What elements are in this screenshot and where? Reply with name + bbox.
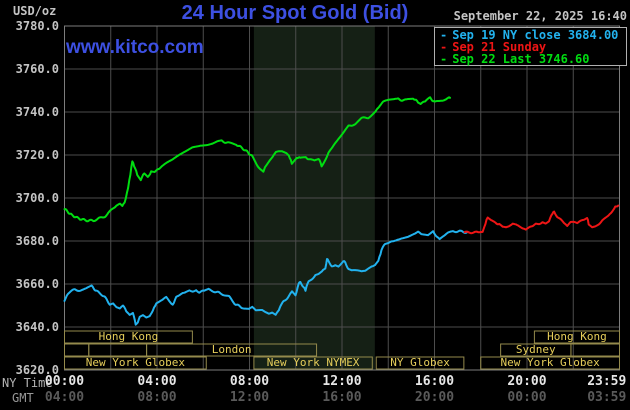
legend-label-sep19: Sep 19 NY close 3684.00 <box>452 28 619 42</box>
x-axis-gmt-tick-label: 08:00 <box>137 390 177 405</box>
legend-marker-sep21-icon: - <box>440 40 448 54</box>
x-axis-ny-tick-label: 04:00 <box>137 374 177 389</box>
price-line-sep-21 <box>463 204 620 235</box>
session-box <box>64 356 207 370</box>
x-axis-ny-tick-label: 08:00 <box>229 374 270 389</box>
legend-label-sep21: Sep 21 Sunday <box>452 40 547 54</box>
x-axis-ny-tick-label: 16:00 <box>414 374 455 389</box>
session-box <box>533 330 621 344</box>
session-box <box>570 343 620 357</box>
price-line-sep-22 <box>63 96 451 223</box>
session-box <box>146 343 318 357</box>
x-axis-gmt-tick-label: 16:00 <box>322 390 362 405</box>
session-label: Hong Kong <box>547 331 607 343</box>
x-axis-ny-tick-label: 23:59 <box>587 374 627 389</box>
session-box <box>375 356 465 370</box>
session-label: New York Globex <box>85 357 186 369</box>
legend-label-sep22: Sep 22 Last 3746.60 <box>452 52 590 66</box>
legend-row-sep22: - Sep 22 Last 3746.60 <box>440 53 626 65</box>
session-box <box>480 356 620 370</box>
chart-datetime: September 22, 2025 16:40 <box>453 9 627 23</box>
y-axis-tick-label: 3760.0 <box>15 62 59 76</box>
price-line-sep-19 <box>63 229 468 326</box>
legend-row-sep19: - Sep 19 NY close 3684.00 <box>440 29 626 41</box>
session-label: Sydney <box>515 344 556 356</box>
legend-row-sep21: - Sep 21 Sunday <box>440 41 626 53</box>
session-box <box>88 343 148 357</box>
session-label: NY Globex <box>390 357 450 369</box>
session-box <box>253 356 373 370</box>
x-axis-gmt-tick-label: 04:00 <box>44 390 85 405</box>
y-axis-tick-label: 3640.0 <box>15 320 59 334</box>
x-axis-gmt-tick-label: 03:59 <box>587 390 627 405</box>
y-axis-tick-label: 3660.0 <box>15 277 59 291</box>
plot-border <box>64 25 620 371</box>
x-axis-ny-tick-label: 20:00 <box>507 374 547 389</box>
y-axis-tick-label: 3780.0 <box>15 19 59 33</box>
y-axis-tick-label: 3680.0 <box>15 234 59 248</box>
gmt-axis-label: GMT <box>12 391 34 405</box>
y-axis-tick-label: 3620.0 <box>15 363 59 377</box>
legend-box: - Sep 19 NY close 3684.00 - Sep 21 Sunday … <box>434 27 627 66</box>
legend-marker-sep19-icon: - <box>440 28 448 42</box>
y-axis-tick-label: 3740.0 <box>15 105 59 119</box>
chart-title: 24 Hour Spot Gold (Bid) <box>181 2 409 24</box>
session-box <box>64 330 193 344</box>
x-axis-gmt-tick-label: 00:00 <box>507 390 547 405</box>
x-axis-ny-tick-label: 12:00 <box>322 374 362 389</box>
legend-marker-sep22-icon: - <box>440 52 448 66</box>
session-label: New York NYMEX <box>266 357 360 369</box>
session-label: London <box>211 344 252 356</box>
session-label: Hong Kong <box>98 331 159 343</box>
session-box <box>64 343 90 357</box>
x-axis-gmt-tick-label: 20:00 <box>414 390 455 405</box>
y-axis-tick-label: 3720.0 <box>15 148 59 162</box>
kitco-watermark: www.kitco.com <box>66 37 204 58</box>
x-axis-gmt-tick-label: 12:00 <box>229 390 270 405</box>
ny-time-axis-label: NY Time <box>2 376 53 390</box>
y-axis-tick-label: 3700.0 <box>15 191 59 205</box>
y-axis-unit-label: USD/oz <box>13 4 57 18</box>
session-label: New York Globex <box>500 357 600 369</box>
x-axis-ny-tick-label: 00:00 <box>44 374 85 389</box>
